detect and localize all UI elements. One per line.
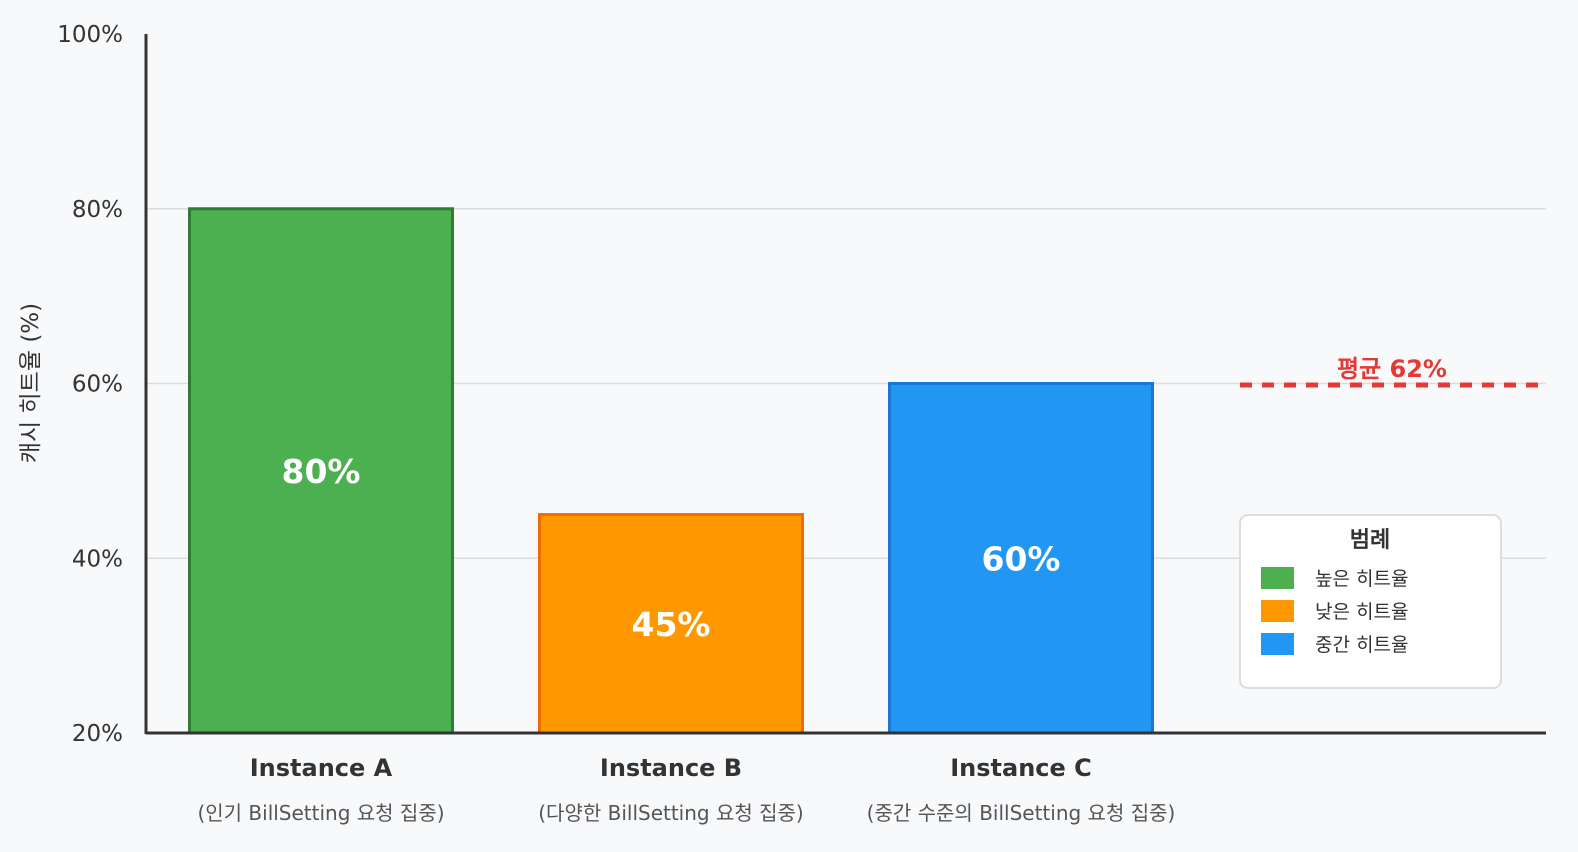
legend-box	[1239, 514, 1502, 689]
y-tick-labels: 20% 40% 60% 80% 100%	[57, 22, 123, 747]
bar-value-label: 60%	[982, 539, 1061, 578]
legend-swatch	[1261, 600, 1294, 622]
legend-label: 중간 히트율	[1315, 634, 1408, 656]
y-tick-label: 80%	[72, 197, 123, 223]
data-labels: 80% 45% 60%	[282, 452, 1061, 644]
y-tick-label: 100%	[57, 22, 123, 48]
x-tick-sublabel: (중간 수준의 BillSetting 요청 집중)	[867, 801, 1176, 825]
bar	[188, 207, 454, 735]
bar	[888, 382, 1154, 735]
legend-label: 낮은 히트율	[1315, 601, 1408, 623]
x-tick-sublabel: (인기 BillSetting 요청 집중)	[197, 801, 444, 825]
legend-title: 범례	[1350, 528, 1390, 553]
x-tick-labels: Instance A (인기 BillSetting 요청 집중) Instance…	[197, 754, 1175, 825]
y-axis-title: 캐시 히트율 (%)	[18, 303, 44, 463]
bars	[188, 207, 1154, 735]
x-tick-sublabel: (다양한 BillSetting 요청 집중)	[538, 801, 803, 825]
y-tick-label: 20%	[72, 721, 123, 747]
x-tick-label: Instance A	[250, 754, 393, 782]
axes	[144, 34, 1546, 735]
legend-swatch	[1261, 633, 1294, 655]
average-line-label: 평균 62%	[1337, 355, 1447, 383]
legend-swatch	[1261, 567, 1294, 589]
x-tick-label: Instance B	[600, 754, 742, 782]
legend-label: 높은 히트율	[1315, 568, 1408, 590]
bar-value-label: 80%	[282, 452, 361, 491]
bar	[538, 513, 804, 735]
x-tick-label: Instance C	[950, 754, 1092, 782]
bar-value-label: 45%	[632, 605, 711, 644]
y-tick-label: 40%	[72, 546, 123, 572]
average-reference-line: 평균 62%	[1240, 355, 1540, 388]
y-tick-label: 60%	[72, 372, 123, 398]
